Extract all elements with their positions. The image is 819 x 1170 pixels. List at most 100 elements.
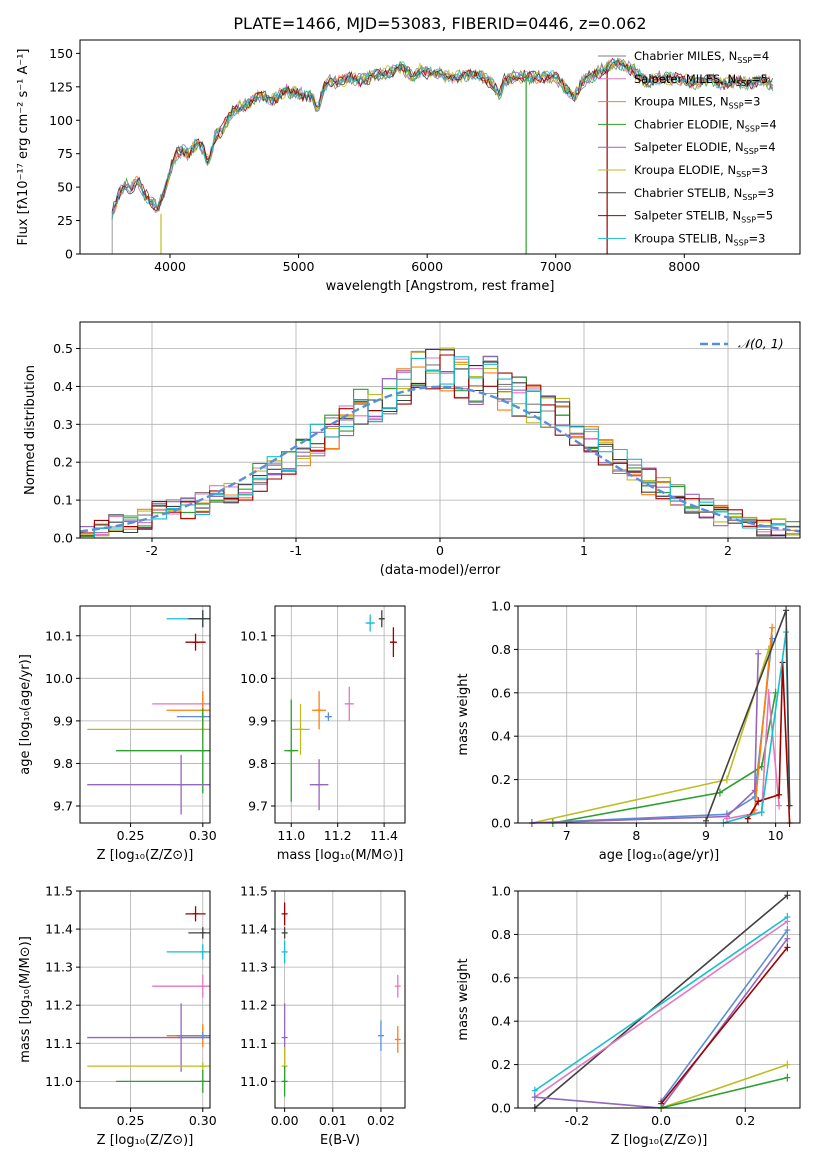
x-tick-label: 0.00 — [271, 1113, 299, 1128]
y-tick-label: 9.8 — [248, 756, 268, 771]
legend-suffix: =3 — [751, 163, 768, 177]
errorbar-point — [281, 1066, 288, 1097]
errorbar-point — [152, 974, 210, 998]
y-tick-label: 0.2 — [491, 772, 511, 787]
legend-label: Chabrier MILES, NSSP=4 — [634, 49, 769, 65]
x-tick-label: 8 — [632, 828, 640, 843]
legend-label: Kroupa MILES, NSSP=3 — [634, 95, 760, 111]
x-axis-label: Z [log₁₀(Z/Z⊙)] — [97, 1133, 194, 1148]
y-tick-label: 0 — [65, 247, 73, 262]
spectrum-series-line — [111, 57, 774, 213]
y-axis-label: Flux [fλ10⁻¹⁷ erg cm⁻² s⁻¹ A⁻¹] — [16, 49, 31, 246]
errorbar-point — [87, 1062, 210, 1070]
y-tick-label: 9.8 — [53, 756, 73, 771]
y-tick-label: 11.0 — [240, 1074, 268, 1089]
axes-frame — [79, 39, 801, 255]
y-tick-label: 10.1 — [45, 628, 73, 643]
errorbar-point — [394, 974, 401, 998]
residual-histograms — [80, 347, 800, 538]
panel-age-vs-z: 0.25 0.30 9.7 9.8 9.9 10.0 10.1 Z [log₁₀(Z/Z⊙)]… — [18, 605, 217, 863]
legend-subscript: SSP — [734, 238, 749, 247]
y-tick-label: 125 — [49, 79, 73, 94]
y-tick-label: 25 — [57, 213, 73, 228]
y-tick-label: 0.2 — [53, 455, 73, 470]
y-tick-label: 1.0 — [491, 884, 511, 899]
x-tick-label: 0.30 — [189, 1113, 217, 1128]
errorbar-point — [188, 610, 210, 628]
weight-line — [660, 1076, 788, 1109]
errorbar-point — [389, 627, 397, 658]
legend-subscript: SSP — [737, 56, 752, 65]
y-tick-label: 9.9 — [53, 713, 73, 728]
errorbar-point — [281, 902, 288, 926]
y-axis-label: mass [log₁₀(M/M⊙)] — [18, 936, 33, 1063]
panel-mass-vs-ebv: 0.00 0.01 0.02 11.0 11.1 11.2 11.3 11.4 11.5 E(B-… — [240, 884, 406, 1148]
y-tick-label: 11.2 — [240, 998, 268, 1013]
x-tick-label: 8000 — [668, 259, 700, 274]
x-tick-label: 0 — [436, 543, 444, 558]
panel-residuals: -2 -1 0 1 2 0.0 0.1 0.2 0.3 0.4 0.5 (data-model)/er… — [23, 321, 801, 578]
legend-subscript: SSP — [729, 102, 744, 111]
y-tick-label: 10.0 — [45, 671, 73, 686]
errorbar-point — [152, 691, 210, 717]
axes-frame — [79, 605, 211, 824]
y-tick-label: 11.3 — [45, 960, 73, 975]
spectrum-series-line — [111, 57, 774, 220]
weight-line — [534, 916, 788, 1092]
errorbar-point — [344, 686, 354, 721]
x-tick-label: 0.25 — [117, 828, 145, 843]
y-tick-label: 11.4 — [240, 922, 268, 937]
y-tick-label: 0.0 — [491, 816, 511, 831]
y-tick-label: 75 — [57, 146, 73, 161]
legend-suffix: =3 — [757, 186, 774, 200]
figure-title: PLATE=1466, MJD=53083, FIBERID=0446, z=0… — [233, 14, 646, 33]
spectrum-legend: Chabrier MILES, NSSP=4 Salpeter MILES, NS… — [598, 49, 777, 247]
x-axis-label: Z [log₁₀(Z/Z⊙)] — [97, 848, 194, 863]
errorbar-point — [116, 1069, 210, 1093]
x-axis-label: wavelength [Angstrom, rest frame] — [326, 279, 555, 294]
errorbar-point — [176, 712, 210, 721]
legend-label: Kroupa STELIB, NSSP=3 — [634, 231, 765, 247]
errorbar-point — [116, 708, 210, 794]
y-tick-label: 50 — [57, 180, 73, 195]
errorbar-point — [281, 940, 288, 964]
x-axis-label: (data-model)/error — [380, 563, 501, 578]
errorbar-point — [281, 927, 288, 939]
weight-line — [552, 692, 777, 824]
x-tick-label: -0.2 — [565, 1113, 589, 1128]
axes-frame — [517, 890, 801, 1109]
panel-weight-vs-z: -0.2 0.0 0.2 0.0 0.2 0.4 0.6 0.8 1.0 Z [log₁₀(Z/Z… — [456, 884, 801, 1148]
x-tick-label: 11.0 — [277, 828, 305, 843]
x-tick-label: 0.02 — [367, 1113, 395, 1128]
y-axis-label: age [log₁₀(age/yr)] — [18, 654, 33, 775]
x-axis-label: age [log₁₀(age/yr)] — [599, 848, 720, 863]
y-tick-label: 9.7 — [248, 798, 268, 813]
legend-label: Kroupa ELODIE, NSSP=3 — [634, 163, 768, 179]
x-axis-label: mass [log₁₀(M/M⊙)] — [277, 848, 404, 863]
y-tick-label: 150 — [49, 46, 73, 61]
y-tick-label: 11.1 — [240, 1036, 268, 1051]
legend-suffix: =5 — [751, 72, 768, 86]
weight-line — [534, 920, 788, 1098]
errorbar-point — [166, 691, 210, 730]
x-tick-label: 9 — [702, 828, 710, 843]
errorbar-point — [324, 712, 332, 721]
x-axis-label: Z [log₁₀(Z/Z⊙)] — [611, 1133, 708, 1148]
errorbar-point — [185, 633, 206, 651]
legend-label: Salpeter MILES, NSSP=5 — [634, 72, 768, 88]
y-tick-label: 11.4 — [45, 922, 73, 937]
y-axis-label: mass weight — [456, 958, 471, 1040]
x-tick-label: 6000 — [411, 259, 443, 274]
weight-line — [531, 638, 773, 824]
errorbar-point — [188, 927, 210, 939]
legend-suffix: =4 — [752, 49, 769, 63]
y-tick-label: 0.4 — [53, 379, 73, 394]
y-tick-label: 0.2 — [491, 1057, 511, 1072]
y-tick-label: 11.5 — [240, 884, 268, 899]
legend-subscript: SSP — [744, 147, 759, 156]
y-tick-label: 9.9 — [248, 713, 268, 728]
errorbar-point — [291, 703, 310, 755]
weight-line — [534, 894, 788, 1109]
weight-line — [660, 946, 789, 1105]
y-tick-label: 0.3 — [53, 417, 73, 432]
